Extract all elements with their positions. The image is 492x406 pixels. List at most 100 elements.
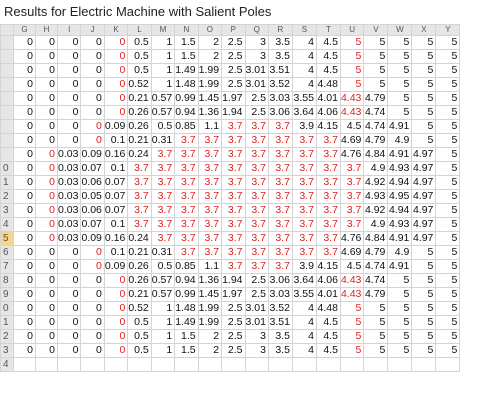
row-header[interactable]: 3 [0, 343, 14, 358]
cell[interactable]: 3.7 [315, 175, 341, 190]
cell[interactable]: 3.7 [197, 245, 223, 260]
cell[interactable]: 0.5 [127, 35, 152, 50]
cell[interactable]: 1.48 [174, 301, 199, 316]
column-header-q[interactable]: Q [244, 24, 269, 36]
cell[interactable]: 4.92 [363, 175, 389, 190]
cell[interactable]: 5 [435, 49, 461, 64]
cell[interactable]: 4.5 [315, 49, 341, 64]
cell[interactable]: 3.7 [339, 189, 365, 204]
cell[interactable]: 5 [387, 77, 413, 92]
cell[interactable]: 5 [339, 35, 365, 50]
cell[interactable]: 5 [387, 91, 413, 106]
cell[interactable]: 4.76 [339, 147, 365, 162]
cell[interactable]: 0 [80, 119, 105, 134]
cell[interactable]: 5 [387, 329, 413, 344]
cell[interactable]: 0 [35, 91, 58, 106]
column-header-r[interactable]: R [267, 24, 293, 36]
cell[interactable]: 0.5 [127, 329, 152, 344]
cell[interactable]: 5 [387, 49, 413, 64]
cell[interactable]: 0.5 [127, 49, 152, 64]
cell[interactable]: 0 [103, 287, 129, 302]
cell[interactable]: 0 [13, 231, 36, 246]
cell[interactable]: 0 [56, 329, 82, 344]
cell[interactable]: 5 [363, 315, 389, 330]
cell[interactable]: 0 [80, 301, 105, 316]
cell[interactable] [174, 357, 199, 372]
cell[interactable]: 0 [103, 77, 129, 92]
cell[interactable] [197, 357, 223, 372]
cell[interactable]: 0 [80, 77, 105, 92]
cell[interactable]: 3.7 [127, 161, 152, 176]
cell[interactable]: 0 [80, 259, 105, 274]
cell[interactable]: 0 [103, 343, 129, 358]
cell[interactable]: 0.03 [56, 231, 82, 246]
cell[interactable]: 0 [35, 217, 58, 232]
cell[interactable]: 0 [13, 189, 36, 204]
cell[interactable]: 0 [80, 273, 105, 288]
cell[interactable]: 1 [150, 343, 176, 358]
cell[interactable]: 0 [35, 315, 58, 330]
cell[interactable]: 3.7 [174, 175, 199, 190]
cell[interactable]: 0 [13, 49, 36, 64]
cell[interactable]: 0 [56, 119, 82, 134]
cell[interactable] [56, 357, 82, 372]
cell[interactable]: 0.21 [127, 91, 152, 106]
cell[interactable]: 4.94 [387, 175, 413, 190]
cell[interactable]: 3.7 [291, 189, 317, 204]
cell[interactable]: 1.5 [174, 49, 199, 64]
row-header[interactable]: 0 [0, 301, 14, 316]
cell[interactable]: 0 [35, 231, 58, 246]
cell[interactable]: 3.7 [221, 259, 246, 274]
cell[interactable] [387, 357, 413, 372]
cell[interactable]: 3.7 [244, 119, 269, 134]
cell[interactable]: 0 [35, 133, 58, 148]
cell[interactable]: 4.74 [363, 273, 389, 288]
cell[interactable]: 0 [80, 329, 105, 344]
cell[interactable]: 3.7 [267, 259, 293, 274]
cell[interactable]: 4.97 [411, 203, 437, 218]
cell[interactable]: 0.26 [127, 119, 152, 134]
cell[interactable]: 4.43 [339, 105, 365, 120]
cell[interactable] [435, 357, 461, 372]
row-header[interactable]: 4 [0, 357, 14, 372]
cell[interactable]: 3.06 [267, 273, 293, 288]
cell[interactable]: 4.74 [363, 105, 389, 120]
cell[interactable]: 0 [80, 287, 105, 302]
cell[interactable]: 3.7 [197, 161, 223, 176]
cell[interactable]: 0.52 [127, 77, 152, 92]
cell[interactable]: 3.7 [221, 217, 246, 232]
row-header[interactable] [0, 49, 14, 64]
cell[interactable]: 5 [411, 91, 437, 106]
cell[interactable]: 2.5 [244, 105, 269, 120]
cell[interactable]: 5 [339, 301, 365, 316]
cell[interactable]: 0 [56, 301, 82, 316]
cell[interactable]: 1 [150, 49, 176, 64]
cell[interactable]: 5 [435, 203, 461, 218]
cell[interactable]: 4.43 [339, 287, 365, 302]
cell[interactable]: 0 [35, 343, 58, 358]
column-header-i[interactable]: I [56, 24, 82, 36]
cell[interactable]: 0 [13, 287, 36, 302]
cell[interactable]: 0 [13, 77, 36, 92]
cell[interactable]: 0.1 [103, 133, 129, 148]
cell[interactable]: 0.1 [103, 161, 129, 176]
cell[interactable]: 4.69 [339, 133, 365, 148]
cell[interactable]: 0 [35, 287, 58, 302]
cell[interactable]: 3.7 [221, 147, 246, 162]
row-header[interactable]: 7 [0, 259, 14, 274]
cell[interactable]: 5 [387, 273, 413, 288]
cell[interactable]: 0.5 [150, 119, 176, 134]
cell[interactable]: 4.91 [387, 231, 413, 246]
cell[interactable] [244, 357, 269, 372]
cell[interactable]: 4.97 [411, 147, 437, 162]
cell[interactable] [103, 357, 129, 372]
cell[interactable]: 3.7 [291, 245, 317, 260]
cell[interactable]: 1.99 [197, 63, 223, 78]
cell[interactable]: 5 [411, 301, 437, 316]
cell[interactable]: 0 [103, 105, 129, 120]
cell[interactable]: 3.7 [174, 133, 199, 148]
cell[interactable]: 1.45 [197, 287, 223, 302]
cell[interactable]: 5 [411, 329, 437, 344]
cell[interactable]: 2 [197, 49, 223, 64]
cell[interactable]: 0 [56, 273, 82, 288]
